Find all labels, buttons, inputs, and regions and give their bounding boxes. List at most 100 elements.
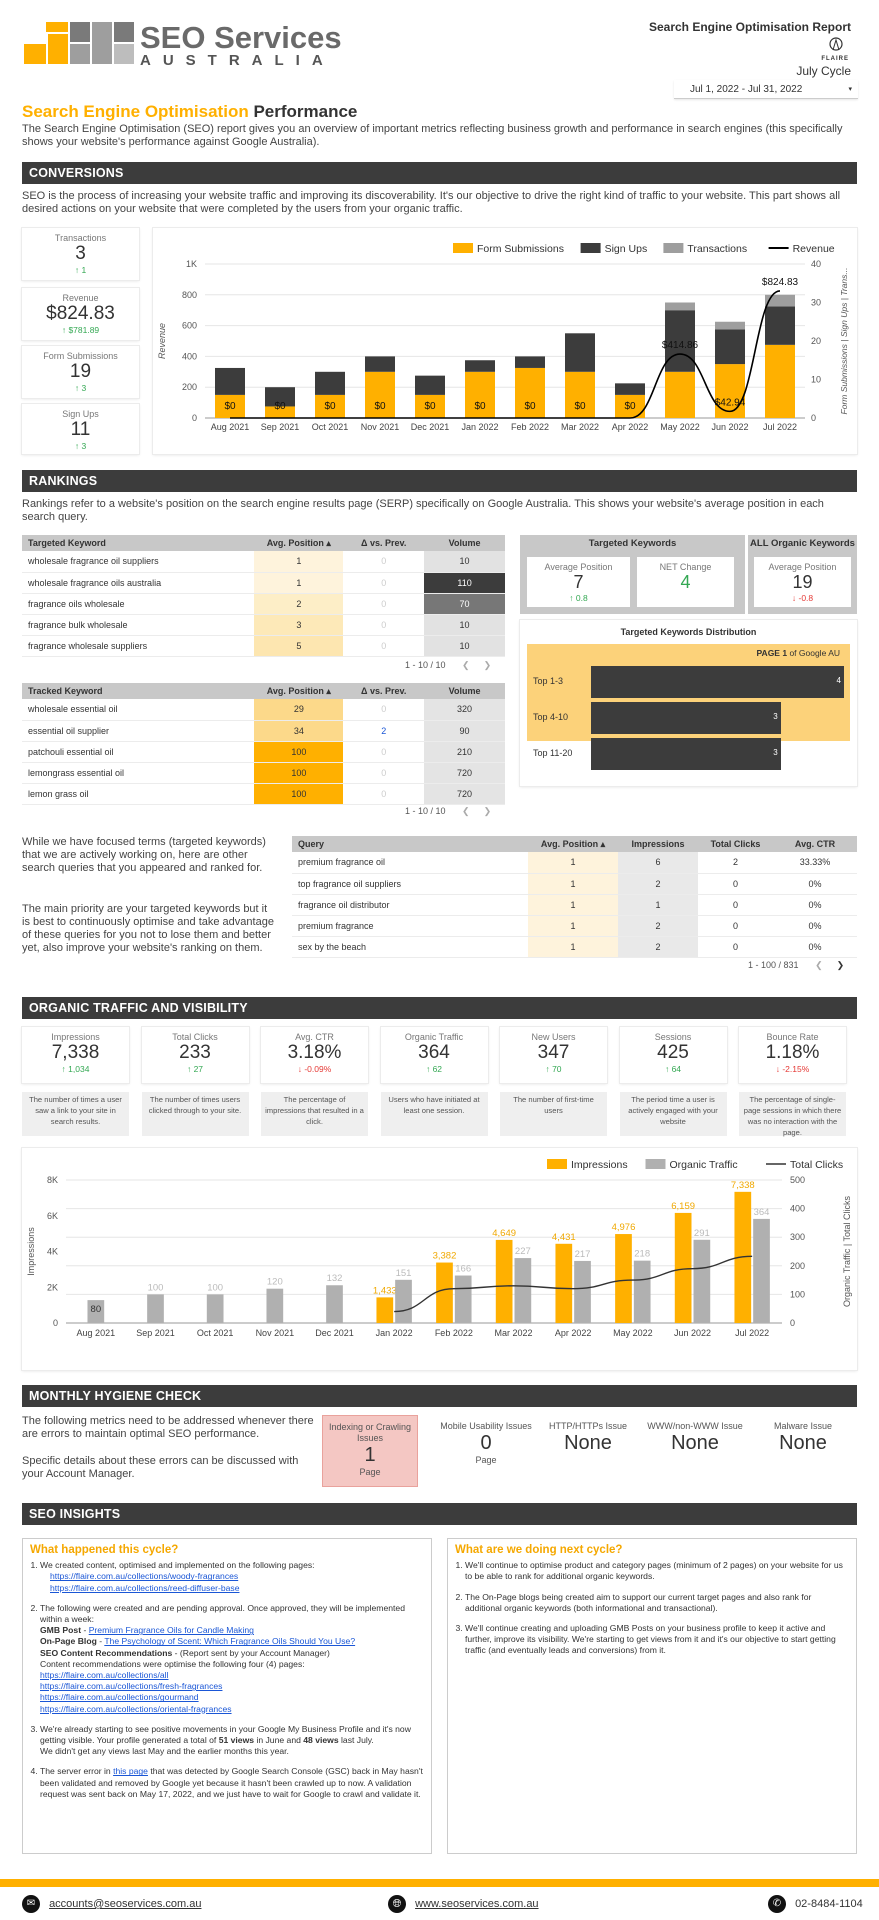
organic-traffic-bar[interactable] bbox=[693, 1239, 711, 1323]
column-header[interactable]: Impressions bbox=[618, 836, 698, 852]
legend-item[interactable]: Organic Traffic bbox=[645, 1159, 738, 1171]
organic-traffic-bar[interactable] bbox=[395, 1279, 412, 1323]
organic-traffic-bar[interactable] bbox=[514, 1258, 532, 1323]
bar[interactable] bbox=[365, 371, 395, 418]
table-row[interactable]: essential oil supplier 34 2 90 bbox=[22, 720, 505, 742]
bar[interactable] bbox=[565, 333, 595, 372]
bar[interactable] bbox=[365, 356, 395, 372]
next-page-icon[interactable]: ❯ bbox=[483, 806, 492, 816]
impressions-bar[interactable] bbox=[436, 1262, 453, 1323]
organic-traffic-bar[interactable] bbox=[753, 1218, 770, 1323]
organic-traffic-bar[interactable] bbox=[454, 1275, 472, 1323]
impressions-bar[interactable] bbox=[674, 1212, 692, 1323]
footer-phone[interactable]: 02-8484-1104 bbox=[795, 1898, 863, 1910]
bar[interactable] bbox=[315, 394, 345, 418]
bar[interactable] bbox=[765, 344, 795, 418]
bar[interactable] bbox=[415, 375, 445, 395]
table-row[interactable]: fragrance oils wholesale 2 0 70 bbox=[22, 593, 505, 615]
table-row[interactable]: wholesale essential oil 29 0 320 bbox=[22, 699, 505, 721]
legend-label: Form Submissions bbox=[477, 243, 564, 255]
page-link[interactable]: https://flaire.com.au/collections/fresh-… bbox=[40, 1681, 223, 1692]
organic-traffic-bar[interactable] bbox=[326, 1285, 343, 1323]
bar[interactable] bbox=[565, 371, 595, 418]
impressions-bar[interactable] bbox=[555, 1243, 573, 1323]
column-header[interactable]: Avg. Position ▴ bbox=[254, 683, 344, 699]
table-row[interactable]: patchouli essential oil 100 0 210 bbox=[22, 741, 505, 763]
legend-item[interactable]: Sign Ups bbox=[580, 243, 648, 255]
legend-item[interactable]: Transactions bbox=[663, 243, 747, 255]
bar[interactable] bbox=[615, 394, 645, 418]
page-link[interactable]: https://flaire.com.au/collections/all bbox=[40, 1670, 169, 1681]
prev-page-icon[interactable]: ❮ bbox=[462, 806, 470, 816]
page-link[interactable]: https://flaire.com.au/collections/orient… bbox=[40, 1703, 232, 1714]
page-link[interactable]: https://flaire.com.au/collections/woody-… bbox=[50, 1571, 239, 1582]
page-link[interactable]: https://flaire.com.au/collections/reed-d… bbox=[50, 1582, 240, 1593]
bar[interactable] bbox=[465, 371, 495, 418]
bar[interactable] bbox=[715, 364, 745, 418]
impressions-bar[interactable] bbox=[376, 1297, 394, 1323]
bar[interactable] bbox=[665, 310, 695, 372]
bar[interactable] bbox=[765, 294, 795, 307]
table-row[interactable]: lemon grass oil 100 0 720 bbox=[22, 783, 505, 805]
column-header[interactable]: Volume bbox=[424, 683, 505, 699]
column-header[interactable]: Targeted Keyword bbox=[22, 535, 255, 551]
page-link[interactable]: https://flaire.com.au/collections/gourma… bbox=[40, 1692, 199, 1703]
table-row[interactable]: premium fragrance oil 1 6 2 33.33% bbox=[292, 852, 857, 874]
bar[interactable] bbox=[715, 329, 745, 365]
organic-traffic-bar[interactable] bbox=[574, 1260, 591, 1323]
blog-link[interactable]: The Psychology of Scent: Which Fragrance… bbox=[104, 1636, 356, 1647]
organic-traffic-bar[interactable] bbox=[87, 1300, 105, 1323]
column-header[interactable]: Δ vs. Prev. bbox=[343, 683, 425, 699]
bar[interactable] bbox=[665, 371, 695, 418]
table-row[interactable]: wholesale fragrance oils australia 1 0 110 bbox=[22, 572, 505, 594]
bar[interactable] bbox=[215, 367, 245, 395]
column-header[interactable]: Query bbox=[292, 836, 528, 852]
legend-item[interactable]: Total Clicks bbox=[766, 1159, 843, 1171]
column-header[interactable]: Volume bbox=[424, 535, 505, 551]
column-header[interactable]: Total Clicks bbox=[698, 836, 773, 852]
table-row[interactable]: lemongrass essential oil 100 0 720 bbox=[22, 762, 505, 784]
error-page-link[interactable]: this page bbox=[113, 1766, 148, 1777]
footer-email[interactable]: accounts@seoservices.com.au bbox=[49, 1898, 202, 1910]
footer-website[interactable]: www.seoservices.com.au bbox=[415, 1898, 539, 1910]
table-row[interactable]: wholesale fragrance oil suppliers 1 0 10 bbox=[22, 551, 505, 573]
bar[interactable] bbox=[665, 302, 695, 311]
legend-item[interactable]: Form Submissions bbox=[453, 243, 564, 255]
column-header[interactable]: Δ vs. Prev. bbox=[343, 535, 425, 551]
next-page-icon[interactable]: ❯ bbox=[483, 660, 492, 670]
legend-item[interactable]: Revenue bbox=[768, 243, 835, 255]
organic-traffic-bar[interactable] bbox=[633, 1260, 651, 1323]
prev-page-icon[interactable]: ❮ bbox=[462, 660, 470, 670]
impressions-bar[interactable] bbox=[495, 1239, 513, 1323]
next-page-icon[interactable]: ❯ bbox=[836, 960, 845, 970]
bar[interactable] bbox=[715, 321, 745, 330]
bar[interactable] bbox=[515, 356, 545, 368]
bar[interactable] bbox=[315, 371, 345, 395]
date-range-picker[interactable]: Jul 1, 2022 - Jul 31, 2022 ▾ bbox=[674, 80, 858, 99]
table-row[interactable]: fragrance oil distributor 1 1 0 0% bbox=[292, 894, 857, 916]
bar[interactable] bbox=[765, 306, 795, 345]
table-row[interactable]: fragrance wholesale suppliers 5 0 10 bbox=[22, 635, 505, 657]
bar[interactable] bbox=[265, 406, 295, 418]
column-header[interactable]: Avg. Position ▴ bbox=[528, 836, 618, 852]
prev-page-icon[interactable]: ❮ bbox=[815, 960, 823, 970]
bar[interactable] bbox=[465, 360, 495, 372]
impressions-bar[interactable] bbox=[615, 1234, 632, 1323]
legend-item[interactable]: Impressions bbox=[547, 1159, 628, 1171]
column-header[interactable]: Avg. Position ▴ bbox=[254, 535, 344, 551]
bar[interactable] bbox=[215, 394, 245, 418]
column-header[interactable]: Tracked Keyword bbox=[22, 683, 255, 699]
bar[interactable] bbox=[615, 383, 645, 395]
gmb-post-link[interactable]: Premium Fragrance Oils for Candle Making bbox=[88, 1625, 254, 1636]
organic-traffic-bar[interactable] bbox=[206, 1294, 224, 1323]
table-row[interactable]: top fragrance oil suppliers 1 2 0 0% bbox=[292, 873, 857, 895]
organic-traffic-bar[interactable] bbox=[147, 1294, 164, 1323]
table-row[interactable]: sex by the beach 1 2 0 0% bbox=[292, 936, 857, 958]
table-row[interactable]: premium fragrance 1 2 0 0% bbox=[292, 915, 857, 937]
table-row[interactable]: fragrance bulk wholesale 3 0 10 bbox=[22, 614, 505, 636]
bar[interactable] bbox=[415, 394, 445, 418]
bar[interactable] bbox=[265, 387, 295, 407]
column-header[interactable]: Avg. CTR bbox=[773, 836, 857, 852]
organic-traffic-bar[interactable] bbox=[266, 1288, 284, 1323]
bar[interactable] bbox=[515, 367, 545, 418]
